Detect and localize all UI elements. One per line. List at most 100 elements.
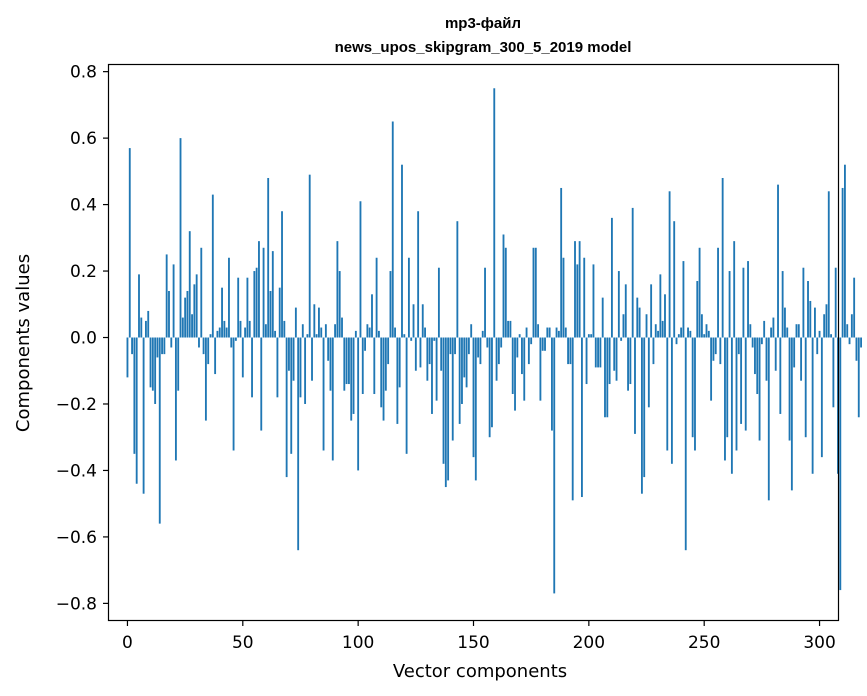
bar-1 <box>128 148 131 338</box>
x-axis-ticks: 0 50 100 150 200 250 300 <box>122 620 836 653</box>
bar-69 <box>285 337 288 478</box>
bar-27 <box>188 231 191 338</box>
bar-251 <box>705 324 708 338</box>
bar-117 <box>396 337 399 424</box>
bar-286 <box>786 327 789 338</box>
bar-109 <box>377 330 380 338</box>
bar-280 <box>772 317 775 338</box>
bar-29 <box>193 284 196 338</box>
bar-187 <box>557 330 560 338</box>
bar-123 <box>410 337 413 341</box>
bar-95 <box>345 337 348 385</box>
bar-295 <box>807 281 809 338</box>
bar-133 <box>433 337 436 341</box>
bar-284 <box>781 271 784 338</box>
bar-30 <box>195 274 198 338</box>
bar-172 <box>523 337 526 401</box>
y-tick-label: 0.4 <box>70 196 97 216</box>
bar-112 <box>384 337 387 391</box>
bar-55 <box>253 271 256 338</box>
bar-194 <box>574 241 576 338</box>
bar-126 <box>417 211 420 338</box>
bar-157 <box>488 337 491 438</box>
bar-264 <box>735 337 738 451</box>
bar-65 <box>276 337 279 398</box>
bar-283 <box>779 337 782 414</box>
bar-144 <box>458 337 461 424</box>
bar-2 <box>131 337 133 355</box>
bar-273 <box>756 337 759 395</box>
bar-289 <box>793 337 796 368</box>
bar-178 <box>537 324 540 338</box>
bar-75 <box>299 337 302 398</box>
y-tick-label: −0.4 <box>56 461 97 481</box>
bar-124 <box>412 304 415 338</box>
bar-34 <box>204 337 207 421</box>
bar-276 <box>763 320 766 338</box>
bar-205 <box>599 337 602 368</box>
bar-189 <box>562 257 565 338</box>
bar-252 <box>707 330 710 338</box>
bar-88 <box>329 337 332 391</box>
bar-4 <box>135 337 138 484</box>
bar-167 <box>511 337 514 395</box>
bar-70 <box>288 337 290 371</box>
bar-94 <box>343 337 346 391</box>
bar-311 <box>844 164 846 338</box>
bar-159 <box>493 88 496 338</box>
bar-230 <box>657 330 659 338</box>
bar-8 <box>144 320 147 338</box>
bar-229 <box>654 324 657 338</box>
bar-211 <box>613 337 616 371</box>
bar-11 <box>151 337 154 391</box>
bar-86 <box>324 324 327 338</box>
bar-294 <box>804 337 807 438</box>
chart-title-line-2: news_upos_skipgram_300_5_2019 model <box>335 39 632 56</box>
bar-93 <box>341 317 343 338</box>
bar-6 <box>140 317 143 338</box>
bar-312 <box>846 324 849 338</box>
bar-272 <box>754 337 756 375</box>
bar-24 <box>181 317 184 338</box>
bar-265 <box>737 337 740 355</box>
bar-138 <box>444 337 447 488</box>
bar-165 <box>507 320 510 338</box>
bar-239 <box>677 334 680 338</box>
bar-140 <box>449 337 452 355</box>
chart-title-line-1: mp3-файл <box>445 15 521 32</box>
bar-237 <box>673 221 676 338</box>
bar-298 <box>814 307 816 338</box>
bar-225 <box>645 314 648 338</box>
bar-50 <box>241 337 244 378</box>
bar-228 <box>652 337 655 365</box>
bar-14 <box>158 337 161 524</box>
bar-169 <box>516 337 519 358</box>
bar-275 <box>760 337 763 345</box>
bar-248 <box>698 247 701 338</box>
bar-13 <box>156 337 159 358</box>
bar-110 <box>380 337 383 408</box>
bars-group <box>126 88 862 594</box>
bar-10 <box>149 337 152 388</box>
bar-53 <box>248 320 251 338</box>
bar-268 <box>744 337 747 431</box>
bar-114 <box>389 271 392 338</box>
bar-236 <box>670 337 673 464</box>
bar-224 <box>643 337 646 478</box>
bar-33 <box>202 337 205 355</box>
bar-101 <box>359 201 362 338</box>
bar-246 <box>694 337 696 451</box>
bar-184 <box>551 337 553 431</box>
bar-253 <box>710 337 713 401</box>
bar-258 <box>721 177 724 338</box>
bar-100 <box>357 337 360 471</box>
bar-40 <box>218 327 221 338</box>
bar-247 <box>696 281 699 338</box>
bar-193 <box>571 337 574 501</box>
bar-23 <box>179 138 182 338</box>
bar-96 <box>348 337 350 385</box>
bar-179 <box>539 337 542 401</box>
bar-154 <box>481 330 484 338</box>
bar-267 <box>742 267 745 338</box>
